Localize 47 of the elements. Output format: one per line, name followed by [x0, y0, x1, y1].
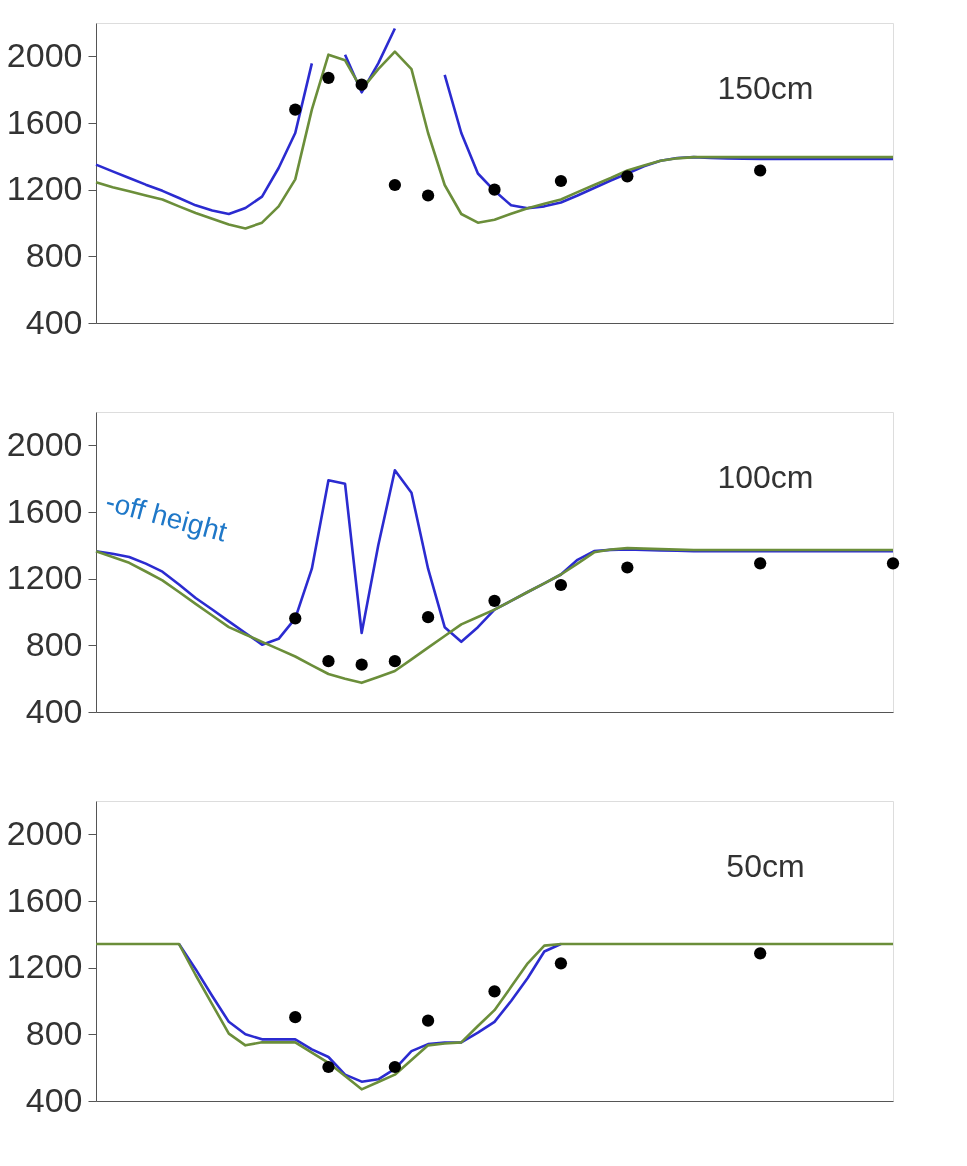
point: [421, 611, 435, 624]
y-tick-label: 2000: [6, 35, 83, 74]
point: [388, 655, 401, 668]
point: [355, 658, 368, 671]
point: [886, 557, 900, 570]
point: [289, 612, 302, 625]
y-tick-label: 1600: [6, 880, 83, 919]
line-series: [94, 942, 895, 1091]
point: [754, 164, 767, 177]
annotation: 100cm: [717, 459, 814, 495]
point: [388, 178, 401, 192]
y-tick-label: 2000: [6, 813, 83, 852]
annotation: -off height: [102, 485, 231, 548]
point: [621, 170, 634, 183]
y-tick-label: 2000: [6, 424, 83, 463]
line-series: [94, 50, 895, 230]
y-tick-label: 1200: [6, 169, 83, 208]
point: [554, 957, 568, 970]
point: [289, 103, 302, 116]
point: [488, 594, 501, 607]
annotation: 150cm: [717, 70, 814, 106]
point: [488, 985, 501, 998]
y-tick-label: 400: [25, 691, 83, 730]
point: [554, 578, 568, 592]
point: [754, 557, 767, 570]
y-tick-label: 1200: [6, 558, 83, 597]
point: [322, 1060, 335, 1074]
y-tick-label: 400: [25, 1080, 83, 1119]
y-tick-label: 1600: [6, 102, 83, 141]
point: [421, 189, 435, 202]
point: [388, 1060, 401, 1074]
y-tick-label: 1600: [6, 491, 83, 530]
y-tick-label: 800: [25, 624, 83, 663]
point: [322, 655, 335, 668]
y-tick-label: 800: [25, 235, 83, 274]
annotation: 50cm: [726, 848, 805, 884]
point: [754, 947, 767, 960]
point: [488, 183, 501, 196]
y-tick-label: 800: [25, 1013, 83, 1052]
line-series: [94, 546, 895, 685]
point: [554, 174, 568, 188]
point: [621, 561, 634, 574]
point: [289, 1011, 302, 1024]
point: [322, 71, 335, 84]
y-tick-label: 1200: [6, 947, 83, 986]
y-tick-label: 400: [25, 302, 83, 341]
point: [421, 1014, 435, 1027]
